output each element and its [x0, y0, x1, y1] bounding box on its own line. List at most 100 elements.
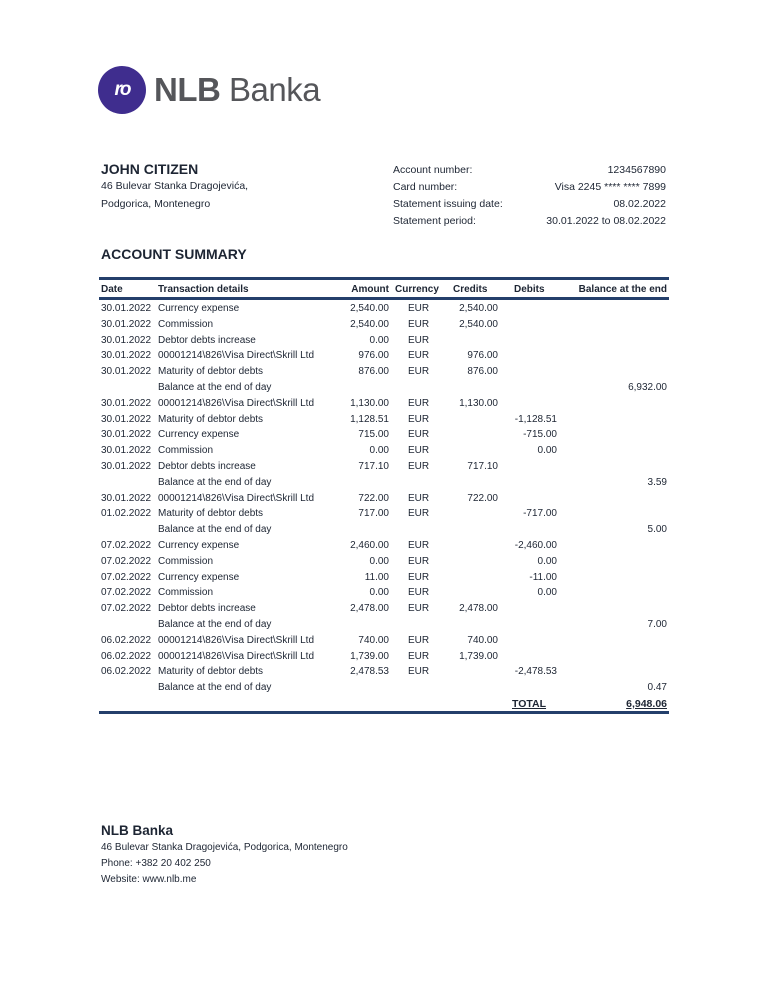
row-currency: EUR: [408, 350, 430, 362]
row-currency: EUR: [408, 540, 430, 551]
row-credits: 2,540.00: [459, 318, 498, 330]
row-date: 30.01.2022: [101, 350, 152, 362]
row-currency: EUR: [408, 413, 430, 425]
row-debits: 0.00: [537, 587, 557, 599]
logo-bold: NLB: [154, 71, 221, 108]
row-details: Debtor debts increase: [158, 603, 256, 615]
row-debits: 0.00: [537, 445, 557, 457]
row-date: 30.01.2022: [101, 397, 152, 409]
footer-bank-name: NLB Banka: [101, 823, 174, 838]
row-balance: 3.59: [647, 476, 667, 488]
row-date: 30.01.2022: [101, 366, 152, 378]
row-debits: -2,460.00: [514, 540, 557, 551]
row-amount: 1,739.00: [350, 650, 389, 662]
footer-address: 46 Bulevar Stanka Dragojevića, Podgorica…: [101, 842, 348, 853]
row-amount: 0.00: [369, 587, 389, 599]
row-amount: 715.00: [358, 429, 389, 441]
row-currency: EUR: [408, 634, 430, 646]
row-details: 00001214\826\Visa Direct\Skrill Ltd: [158, 492, 315, 504]
row-date: 30.01.2022: [101, 429, 152, 441]
row-currency: EUR: [408, 603, 430, 615]
row-credits: 1,130.00: [459, 397, 498, 409]
row-debits: -715.00: [523, 429, 557, 441]
issuing-date-value: 08.02.2022: [613, 198, 666, 210]
row-details: 00001214\826\Visa Direct\Skrill Ltd: [158, 397, 315, 409]
row-currency: EUR: [408, 571, 430, 583]
row-currency: EUR: [408, 334, 430, 346]
row-date: 07.02.2022: [101, 555, 152, 567]
row-credits: 717.10: [467, 461, 498, 472]
row-currency: EUR: [408, 650, 430, 662]
row-amount: 0.00: [369, 334, 389, 346]
statement-period-value: 30.01.2022 to 08.02.2022: [546, 215, 666, 227]
row-details: Commission: [158, 318, 214, 330]
row-details: Currency expense: [158, 429, 240, 441]
row-credits: 2,478.00: [459, 603, 498, 615]
row-debits: -1,128.51: [514, 413, 557, 425]
row-currency: EUR: [408, 445, 430, 457]
table-top-rule: [99, 277, 669, 280]
row-amount: 2,478.00: [350, 603, 389, 615]
row-date: 06.02.2022: [101, 666, 152, 678]
table-bottom-rule: [99, 711, 669, 714]
row-currency: EUR: [408, 492, 430, 504]
account-summary-title: ACCOUNT SUMMARY: [101, 246, 247, 262]
row-details: Maturity of debtor debts: [158, 366, 264, 378]
row-currency: EUR: [408, 318, 430, 330]
row-details: 00001214\826\Visa Direct\Skrill Ltd: [158, 350, 315, 362]
row-date: 30.01.2022: [101, 461, 152, 472]
row-amount: 0.00: [369, 445, 389, 457]
row-amount: 2,460.00: [350, 540, 389, 551]
row-date: 07.02.2022: [101, 587, 152, 599]
row-currency: EUR: [408, 429, 430, 441]
row-date: 30.01.2022: [101, 445, 152, 457]
row-currency: EUR: [408, 366, 430, 378]
row-date: 30.01.2022: [101, 334, 152, 346]
row-amount: 740.00: [358, 634, 389, 646]
row-balance: 0.47: [647, 682, 667, 694]
row-currency: EUR: [408, 461, 430, 472]
row-currency: EUR: [408, 397, 430, 409]
header-date: Date: [101, 284, 123, 295]
row-amount: 717.00: [358, 508, 389, 520]
row-credits: 2,540.00: [459, 303, 498, 314]
row-amount: 1,128.51: [350, 413, 389, 425]
row-details: Balance at the end of day: [158, 476, 272, 488]
row-date: 07.02.2022: [101, 571, 152, 583]
header-details: Transaction details: [158, 284, 249, 295]
row-date: 30.01.2022: [101, 492, 152, 504]
row-amount: 1,130.00: [350, 397, 389, 409]
row-amount: 722.00: [358, 492, 389, 504]
footer-website: Website: www.nlb.me: [101, 874, 197, 885]
card-number-label: Card number:: [393, 181, 458, 193]
row-credits: 740.00: [467, 634, 498, 646]
row-details: 00001214\826\Visa Direct\Skrill Ltd: [158, 650, 315, 662]
logo-mark-icon: ro: [98, 66, 146, 114]
row-details: Balance at the end of day: [158, 682, 272, 694]
row-debits: -2,478.53: [514, 666, 557, 678]
account-number-value: 1234567890: [607, 164, 666, 176]
row-date: 01.02.2022: [101, 508, 152, 520]
row-amount: 717.10: [358, 461, 389, 472]
row-details: Debtor debts increase: [158, 461, 256, 472]
row-amount: 0.00: [369, 555, 389, 567]
row-date: 30.01.2022: [101, 413, 152, 425]
row-amount: 2,478.53: [350, 666, 389, 678]
nlb-logo: ro NLB Banka: [98, 66, 321, 114]
issuing-date-label: Statement issuing date:: [393, 198, 503, 210]
total-label: TOTAL: [512, 698, 547, 710]
statement-period-label: Statement period:: [393, 215, 476, 227]
header-credits: Credits: [453, 284, 488, 295]
row-amount: 876.00: [358, 366, 389, 378]
account-number-label: Account number:: [393, 164, 473, 176]
row-balance: 5.00: [647, 524, 667, 536]
row-balance: 6,932.00: [628, 382, 667, 393]
row-date: 06.02.2022: [101, 634, 152, 646]
row-credits: 876.00: [467, 366, 498, 378]
row-debits: 0.00: [537, 555, 557, 567]
footer-phone: Phone: +382 20 402 250: [101, 858, 211, 869]
row-debits: -11.00: [529, 571, 557, 583]
row-credits: 1,739.00: [459, 650, 498, 662]
row-date: 06.02.2022: [101, 650, 152, 662]
row-credits: 976.00: [467, 350, 498, 362]
